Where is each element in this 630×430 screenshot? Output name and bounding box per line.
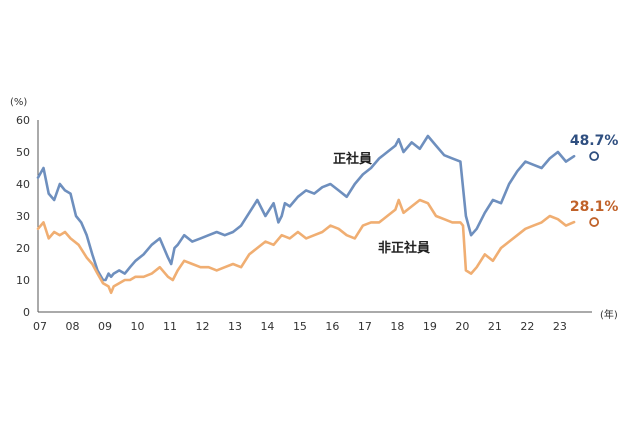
y-tick-label: 50	[16, 146, 30, 159]
series-end-marker-1	[589, 217, 600, 227]
x-axis-unit: (年)	[600, 308, 618, 321]
y-tick-label: 60	[16, 114, 30, 127]
x-tick-label: 23	[553, 320, 567, 333]
y-tick-label: 30	[16, 210, 30, 223]
x-tick-label: 15	[293, 320, 307, 333]
x-tick-label: 21	[488, 320, 502, 333]
x-axis: 07 08 09 10 11 12 13 14 15 16 17 18 19 20 21 22 23 (年)	[33, 308, 618, 333]
x-tick-labels: 07 08 09 10 11 12 13 14 15 16 17 18 19 20 21 22 23	[33, 320, 567, 333]
series-line-0	[36, 134, 576, 282]
x-tick-label: 13	[228, 320, 242, 333]
series-end-label-0: 48.7%	[570, 133, 619, 149]
x-tick-label: 08	[65, 320, 79, 333]
y-axis-unit: (%)	[10, 97, 27, 108]
y-tick-label: 40	[16, 178, 30, 191]
x-tick-label: 14	[260, 320, 274, 333]
x-tick-label: 22	[520, 320, 534, 333]
y-tick-label: 0	[23, 306, 30, 319]
series-end-label-1: 28.1%	[570, 199, 619, 215]
x-tick-label: 17	[358, 320, 372, 333]
x-tick-label: 20	[455, 320, 469, 333]
series-line-1	[36, 198, 576, 295]
y-tick-label: 10	[16, 274, 30, 287]
series-label-regular: 正社員	[333, 151, 372, 167]
x-tick-label: 18	[390, 320, 404, 333]
x-tick-label: 16	[325, 320, 339, 333]
y-tick-labels: 0 10 20 30 40 50 60	[16, 114, 30, 319]
series-label-nonregular: 非正社員	[378, 240, 430, 256]
series-layer: 48.7% 28.1%	[36, 133, 619, 295]
x-tick-label: 07	[33, 320, 47, 333]
series-end-marker-0	[589, 151, 600, 162]
x-tick-label: 11	[163, 320, 177, 333]
y-axis: (%) 0 10 20 30 40 50 60	[10, 97, 39, 319]
x-tick-label: 10	[130, 320, 144, 333]
x-tick-label: 19	[423, 320, 437, 333]
x-tick-label: 09	[98, 320, 112, 333]
x-tick-label: 12	[195, 320, 209, 333]
y-tick-label: 20	[16, 242, 30, 255]
